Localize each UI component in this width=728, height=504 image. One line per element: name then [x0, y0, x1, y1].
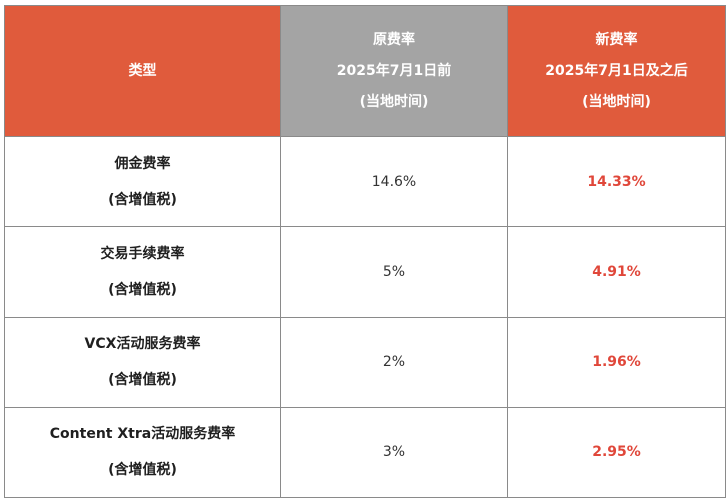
old-rate-cell: 5%	[280, 226, 508, 318]
header-old-date: 2025年7月1日前	[336, 63, 452, 80]
fee-type-tax-note: (含增值税)	[108, 462, 177, 479]
new-rate-cell: 2.95%	[507, 406, 726, 499]
fee-type-cell: 佣金费率 (含增值税)	[4, 136, 281, 228]
fee-type-name: Content Xtra活动服务费率	[49, 426, 236, 443]
header-new-date: 2025年7月1日及之后	[545, 63, 688, 80]
fee-type-tax-note: (含增值税)	[108, 191, 177, 208]
header-type-label: 类型	[128, 63, 157, 80]
table-row: 佣金费率 (含增值税) 14.6% 14.33%	[4, 136, 726, 228]
header-old-rate: 原费率 2025年7月1日前 (当地时间)	[280, 4, 508, 138]
header-new-rate: 新费率 2025年7月1日及之后 (当地时间)	[507, 4, 726, 138]
fee-type-name: 佣金费率	[114, 155, 171, 172]
new-rate-cell: 1.96%	[507, 316, 726, 408]
table-header-row: 类型 原费率 2025年7月1日前 (当地时间) 新费率 2025年7月1日及之…	[4, 4, 726, 138]
header-type: 类型	[4, 4, 281, 138]
old-rate-cell: 2%	[280, 316, 508, 408]
fee-type-name: 交易手续费率	[100, 246, 185, 263]
header-old-title: 原费率	[373, 32, 415, 49]
new-rate-cell: 14.33%	[507, 136, 726, 228]
table-row: Content Xtra活动服务费率 (含增值税) 3% 2.95%	[4, 406, 726, 499]
table-row: VCX活动服务费率 (含增值税) 2% 1.96%	[4, 316, 726, 408]
fee-type-tax-note: (含增值税)	[108, 282, 177, 299]
fee-type-name: VCX活动服务费率	[84, 336, 201, 353]
table-row: 交易手续费率 (含增值税) 5% 4.91%	[4, 226, 726, 318]
fee-type-tax-note: (含增值税)	[108, 372, 177, 389]
fee-type-cell: 交易手续费率 (含增值税)	[4, 226, 281, 318]
new-rate-cell: 4.91%	[507, 226, 726, 318]
fee-type-cell: VCX活动服务费率 (含增值税)	[4, 316, 281, 408]
old-rate-cell: 14.6%	[280, 136, 508, 228]
fee-rate-table: 类型 原费率 2025年7月1日前 (当地时间) 新费率 2025年7月1日及之…	[4, 4, 726, 499]
header-new-note: (当地时间)	[582, 94, 651, 111]
header-new-title: 新费率	[595, 32, 638, 49]
old-rate-cell: 3%	[280, 406, 508, 499]
fee-type-cell: Content Xtra活动服务费率 (含增值税)	[4, 406, 281, 499]
header-old-note: (当地时间)	[359, 94, 429, 111]
